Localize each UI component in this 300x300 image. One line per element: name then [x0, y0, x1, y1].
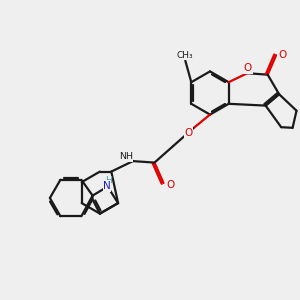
Text: NH: NH [119, 152, 133, 161]
Text: O: O [278, 50, 286, 60]
Text: O: O [184, 128, 193, 138]
Text: H: H [105, 176, 112, 185]
Text: CH₃: CH₃ [177, 51, 194, 60]
Text: N: N [103, 181, 111, 191]
Text: O: O [166, 180, 174, 190]
Text: O: O [244, 63, 252, 73]
